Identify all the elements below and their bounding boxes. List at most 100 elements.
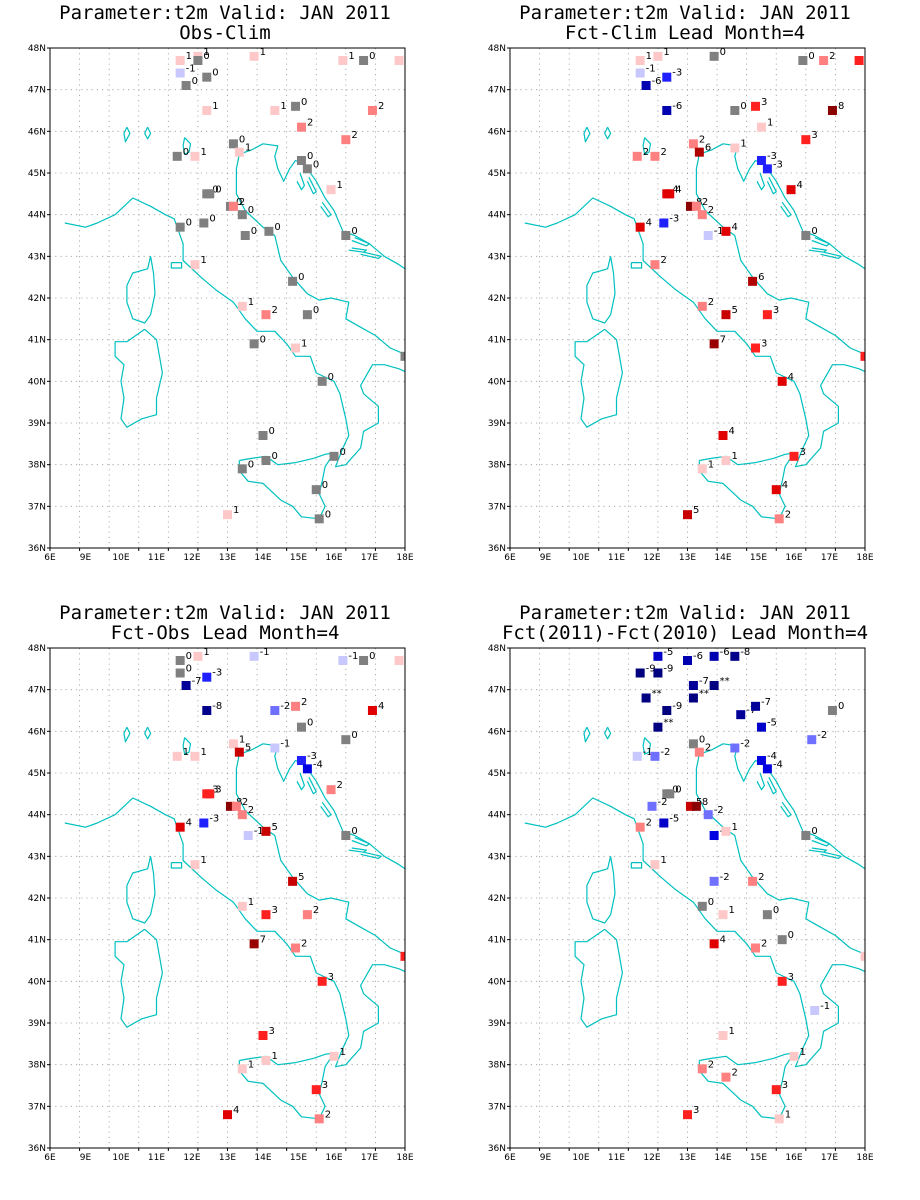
station-value-label: -3 — [672, 68, 682, 79]
x-tick-label: 11E — [148, 1153, 165, 1163]
station-marker — [258, 431, 268, 440]
station-value-label: 2 — [829, 51, 835, 62]
station-marker — [694, 747, 704, 757]
station-value-label: 2 — [351, 130, 357, 141]
y-tick-label: 43N — [28, 852, 46, 862]
station-marker — [709, 831, 719, 840]
station-value-label: 0 — [203, 51, 209, 62]
station-marker — [258, 1031, 268, 1040]
station-value-label: 3 — [328, 972, 334, 983]
station-marker — [756, 756, 766, 765]
island-outline — [348, 247, 368, 253]
island-outline — [320, 201, 332, 218]
x-tick-label: 17E — [361, 553, 378, 563]
station-value-label: 4 — [729, 426, 735, 437]
station-marker — [291, 343, 301, 353]
island-outline — [306, 776, 317, 795]
x-tick-label: 16E — [785, 553, 802, 563]
station-marker — [249, 339, 259, 349]
station-value-label: 0 — [411, 347, 417, 358]
station-value-label: 3 — [411, 947, 417, 958]
station-value-label: -8 — [212, 701, 222, 712]
station-value-label: 3 — [761, 339, 767, 350]
station-marker — [786, 185, 796, 195]
lake-outline — [583, 126, 591, 143]
x-tick-label: 13E — [219, 553, 236, 563]
coastline-italy — [524, 143, 865, 468]
station-marker — [314, 514, 324, 524]
coastline-corsica — [126, 856, 156, 924]
station-value-label: 3 — [871, 347, 877, 358]
station-value-label: 5 — [245, 743, 251, 754]
station-value-label: 3 — [788, 972, 794, 983]
station-marker — [641, 693, 651, 703]
station-value-label: 4 — [720, 934, 726, 945]
station-marker — [261, 826, 271, 836]
station-value-label: 2 — [239, 197, 245, 208]
station-marker — [827, 106, 837, 115]
station-marker — [777, 935, 787, 945]
station-value-label: 5 — [298, 872, 304, 883]
station-marker — [762, 310, 772, 320]
island-outline — [320, 801, 332, 818]
station-marker — [653, 722, 663, 732]
station-value-label: 1 — [800, 1047, 806, 1058]
station-marker — [223, 1110, 232, 1120]
station-marker — [635, 222, 645, 232]
plot-area: 100231-1-3-6-60318326221-3-34448224-3-14… — [510, 48, 877, 548]
station-marker — [774, 1114, 784, 1124]
station-marker — [190, 151, 200, 161]
station-marker — [243, 831, 253, 840]
station-value-label: -1 — [186, 64, 196, 75]
station-value-label: 1 — [248, 897, 254, 908]
station-marker — [326, 185, 336, 195]
panel-subtitle: Fct-Clim Lead Month=4 — [564, 22, 806, 44]
coastline-elba — [630, 262, 643, 269]
station-value-label: 3 — [271, 905, 277, 916]
y-tick-label: 45N — [488, 769, 506, 779]
x-tick-label: 12E — [183, 553, 200, 563]
lake-outline — [604, 126, 612, 140]
y-tick-label: 47N — [28, 686, 46, 696]
y-tick-label: 42N — [28, 894, 46, 904]
panel-subtitle: Obs-Clim — [179, 22, 271, 44]
station-value-label: 1 — [646, 51, 652, 62]
x-tick-label: 12E — [643, 1153, 660, 1163]
station-value-label: -6 — [672, 101, 682, 112]
station-value-label: 2 — [301, 697, 307, 708]
station-marker — [175, 656, 185, 665]
station-value-label: 4 — [646, 218, 652, 229]
y-tick-label: 39N — [28, 1019, 46, 1029]
x-tick-label: 6E — [44, 553, 56, 563]
station-value-label: 2 — [242, 797, 248, 808]
station-value-label: -2 — [817, 730, 827, 741]
station-value-label: 1 — [348, 51, 354, 62]
x-tick-label: 9E — [540, 553, 552, 563]
station-marker — [697, 301, 707, 311]
station-value-label: 0 — [788, 930, 794, 941]
station-value-label: -2 — [740, 739, 750, 750]
station-marker — [694, 147, 704, 157]
station-marker — [762, 910, 772, 920]
station-marker — [691, 201, 701, 211]
lake-outline — [144, 726, 152, 740]
station-value-label: 0 — [325, 509, 331, 520]
map-panel-fct-clim: Parameter:t2m Valid: JAN 2011 Fct-Clim L… — [460, 0, 910, 600]
station-marker — [662, 706, 672, 715]
station-value-label: 0 — [271, 451, 277, 462]
panel-subtitle: Fct-Obs Lead Month=4 — [110, 622, 340, 644]
y-tick-label: 44N — [488, 211, 506, 221]
station-value-label: 0 — [251, 226, 257, 237]
map-panel-fct-obs: Parameter:t2m Valid: JAN 2011 Fct-Obs Le… — [0, 600, 450, 1200]
x-tick-label: 10E — [572, 1153, 589, 1163]
station-value-label: 7 — [720, 334, 726, 345]
station-marker — [172, 751, 182, 761]
station-value-label: 0 — [307, 151, 313, 162]
lake-outline — [182, 137, 192, 155]
station-value-label: ** — [699, 689, 709, 700]
station-value-label: 1 — [233, 505, 239, 516]
x-tick-label: 17E — [821, 1153, 838, 1163]
x-tick-label: 15E — [750, 1153, 767, 1163]
station-value-label: 1 — [871, 947, 877, 958]
station-value-label: 0 — [236, 197, 242, 208]
